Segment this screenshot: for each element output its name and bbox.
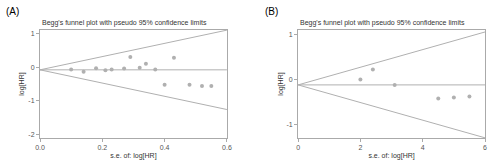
svg-text:s.e. of: log[HR]: s.e. of: log[HR] bbox=[110, 152, 156, 160]
svg-text:Begg's funnel plot with pseudo: Begg's funnel plot with pseudo 95% confi… bbox=[42, 19, 207, 27]
svg-text:4: 4 bbox=[421, 144, 425, 151]
svg-text:log[HR]: log[HR] bbox=[18, 72, 26, 95]
svg-text:s.e. of: log[HR]: s.e. of: log[HR] bbox=[368, 152, 414, 160]
svg-text:log[HR]: log[HR] bbox=[277, 72, 285, 95]
svg-text:0: 0 bbox=[289, 76, 293, 83]
svg-text:0.2: 0.2 bbox=[97, 144, 107, 151]
svg-text:0: 0 bbox=[31, 64, 35, 71]
svg-text:Begg's funnel plot with pseudo: Begg's funnel plot with pseudo 95% confi… bbox=[300, 19, 465, 27]
svg-text:1: 1 bbox=[31, 30, 35, 37]
svg-text:0.6: 0.6 bbox=[222, 144, 232, 151]
svg-text:0: 0 bbox=[296, 144, 300, 151]
svg-text:(B): (B) bbox=[265, 6, 278, 17]
svg-text:-1: -1 bbox=[28, 97, 34, 104]
svg-text:-1: -1 bbox=[286, 121, 292, 128]
svg-text:-2: -2 bbox=[28, 131, 34, 138]
svg-text:2: 2 bbox=[358, 144, 362, 151]
svg-text:1: 1 bbox=[289, 31, 293, 38]
svg-text:6: 6 bbox=[483, 144, 487, 151]
svg-text:0.0: 0.0 bbox=[35, 144, 45, 151]
svg-text:0.4: 0.4 bbox=[160, 144, 170, 151]
svg-text:(A): (A) bbox=[6, 6, 19, 17]
